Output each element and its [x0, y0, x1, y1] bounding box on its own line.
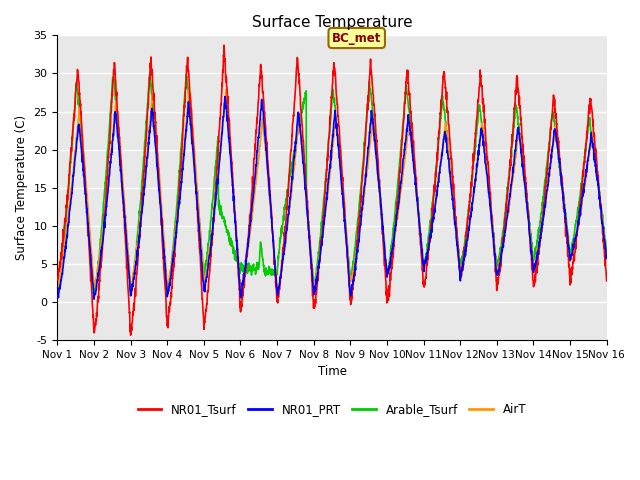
X-axis label: Time: Time	[317, 365, 346, 379]
Text: BC_met: BC_met	[332, 32, 381, 45]
Title: Surface Temperature: Surface Temperature	[252, 15, 412, 30]
Y-axis label: Surface Temperature (C): Surface Temperature (C)	[15, 115, 28, 260]
Legend: NR01_Tsurf, NR01_PRT, Arable_Tsurf, AirT: NR01_Tsurf, NR01_PRT, Arable_Tsurf, AirT	[133, 398, 531, 420]
